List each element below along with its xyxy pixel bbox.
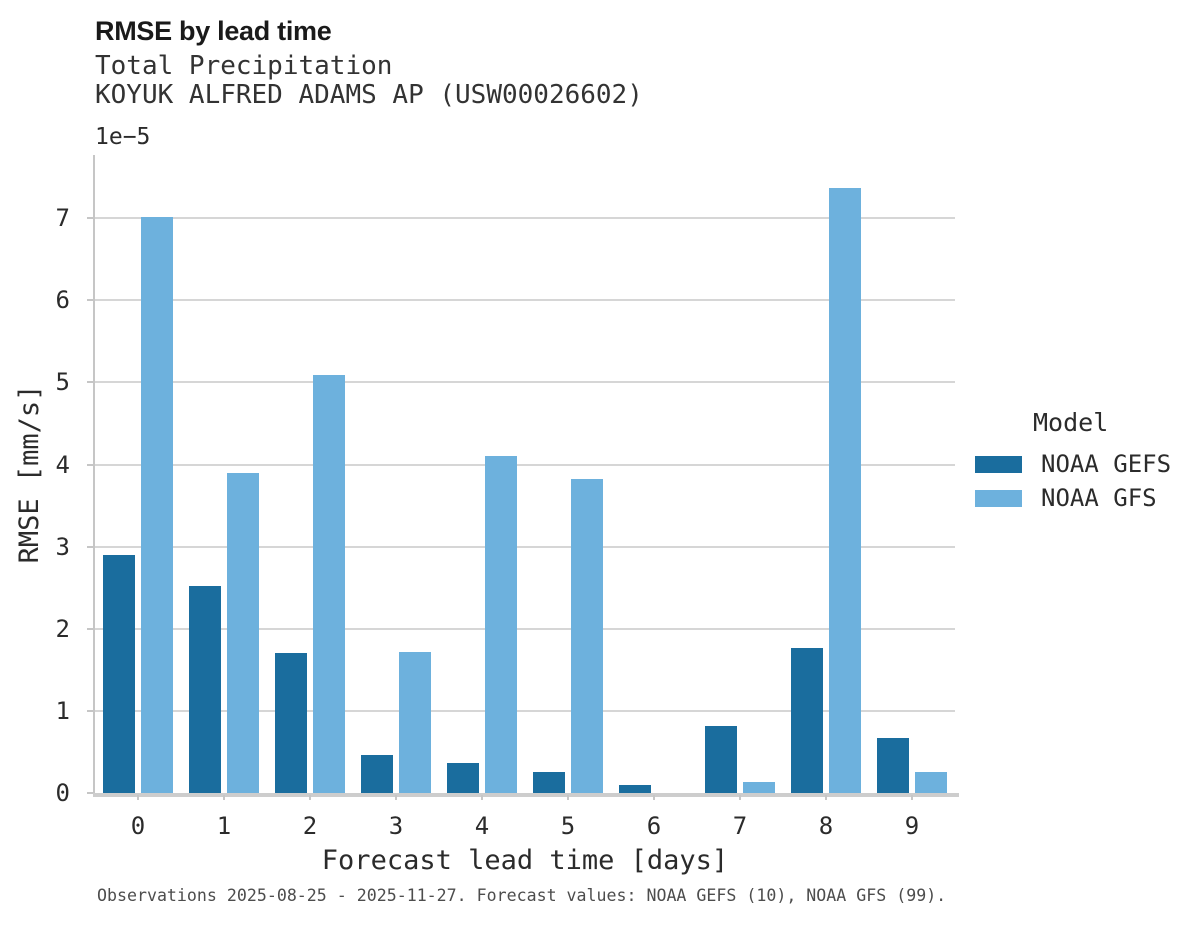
gridline-y-6 <box>95 299 955 302</box>
x-tick-label-1: 1 <box>216 812 232 840</box>
x-tick-label-5: 5 <box>560 812 576 840</box>
x-tick-label-3: 3 <box>388 812 404 840</box>
gridline-y-2 <box>95 627 955 630</box>
legend-entry-gfs: NOAA GFS <box>975 481 1171 515</box>
bar-noaa-gfs-lead-3 <box>399 651 431 793</box>
x-axis-line <box>93 793 959 797</box>
x-tick-mark-4 <box>481 795 483 800</box>
x-tick-label-0: 0 <box>130 812 146 840</box>
gridline-y-4 <box>95 463 955 466</box>
legend-swatch-gfs <box>975 489 1022 507</box>
y-tick-mark-6 <box>87 299 93 302</box>
x-tick-mark-6 <box>653 795 655 800</box>
bar-noaa-gefs-lead-5 <box>533 772 565 793</box>
x-tick-label-9: 9 <box>904 812 920 840</box>
y-tick-mark-5 <box>87 381 93 384</box>
legend-label-gfs: NOAA GFS <box>1041 484 1157 512</box>
figure-caption: Observations 2025-08-25 - 2025-11-27. Fo… <box>97 886 947 905</box>
y-tick-label-3: 3 <box>55 532 70 561</box>
plot-area <box>93 155 959 797</box>
legend-entry-gefs: NOAA GEFS <box>975 447 1171 481</box>
bar-noaa-gfs-lead-5 <box>571 479 603 793</box>
bar-noaa-gfs-lead-1 <box>227 472 259 793</box>
bar-noaa-gfs-lead-9 <box>915 771 947 793</box>
bar-noaa-gefs-lead-7 <box>705 726 737 793</box>
x-tick-mark-9 <box>911 795 913 800</box>
y-tick-mark-4 <box>87 463 93 466</box>
bar-noaa-gefs-lead-0 <box>103 554 135 793</box>
chart-subtitle-variable: Total Precipitation <box>95 51 393 81</box>
legend-label-gefs: NOAA GEFS <box>1041 450 1172 478</box>
y-tick-label-5: 5 <box>55 368 70 397</box>
chart-subtitle-station: KOYUK ALFRED ADAMS AP (USW00026602) <box>95 80 643 110</box>
gridline-y-5 <box>95 381 955 384</box>
y-tick-mark-7 <box>87 217 93 220</box>
y-tick-label-0: 0 <box>55 779 70 807</box>
bar-noaa-gfs-lead-2 <box>313 375 345 793</box>
legend-swatch-gefs <box>975 455 1022 473</box>
bar-noaa-gfs-lead-0 <box>141 216 173 793</box>
x-tick-label-2: 2 <box>302 812 318 840</box>
bar-noaa-gefs-lead-4 <box>447 762 479 793</box>
x-tick-mark-8 <box>825 795 827 800</box>
bar-noaa-gefs-lead-9 <box>877 737 909 793</box>
y-axis-offset-label: 1e−5 <box>95 124 151 150</box>
x-tick-mark-5 <box>567 795 569 800</box>
y-tick-label-2: 2 <box>55 614 70 643</box>
x-tick-mark-3 <box>395 795 397 800</box>
x-tick-label-4: 4 <box>474 812 490 840</box>
x-tick-label-7: 7 <box>732 812 748 840</box>
chart-title: RMSE by lead time <box>95 16 332 46</box>
y-tick-mark-2 <box>87 627 93 630</box>
x-axis-label: Forecast lead time [days] <box>321 845 729 876</box>
bar-noaa-gfs-lead-8 <box>829 187 861 793</box>
bar-noaa-gfs-lead-7 <box>743 782 775 793</box>
y-tick-label-6: 6 <box>55 286 70 315</box>
y-tick-mark-1 <box>87 709 93 712</box>
y-tick-label-4: 4 <box>55 450 70 479</box>
bar-noaa-gefs-lead-6 <box>619 784 651 793</box>
y-tick-mark-3 <box>87 545 93 548</box>
gridline-y-7 <box>95 217 955 220</box>
y-axis-spine <box>93 155 95 793</box>
bar-noaa-gefs-lead-3 <box>361 755 393 793</box>
bar-noaa-gefs-lead-2 <box>275 652 307 793</box>
bar-noaa-gefs-lead-1 <box>189 586 221 793</box>
x-tick-mark-2 <box>309 795 311 800</box>
bar-noaa-gefs-lead-8 <box>791 648 823 793</box>
y-tick-label-7: 7 <box>55 204 70 233</box>
gridline-y-1 <box>95 709 955 712</box>
bar-noaa-gfs-lead-4 <box>485 456 517 793</box>
y-tick-label-1: 1 <box>55 696 70 725</box>
x-tick-label-6: 6 <box>646 812 662 840</box>
y-tick-mark-0 <box>87 792 93 794</box>
legend: Model NOAA GEFS NOAA GFS <box>975 408 1171 515</box>
x-tick-mark-0 <box>137 795 139 800</box>
legend-title: Model <box>1033 408 1109 437</box>
x-tick-label-8: 8 <box>818 812 834 840</box>
gridline-y-3 <box>95 545 955 548</box>
x-tick-mark-1 <box>223 795 225 800</box>
x-tick-mark-7 <box>739 795 741 800</box>
